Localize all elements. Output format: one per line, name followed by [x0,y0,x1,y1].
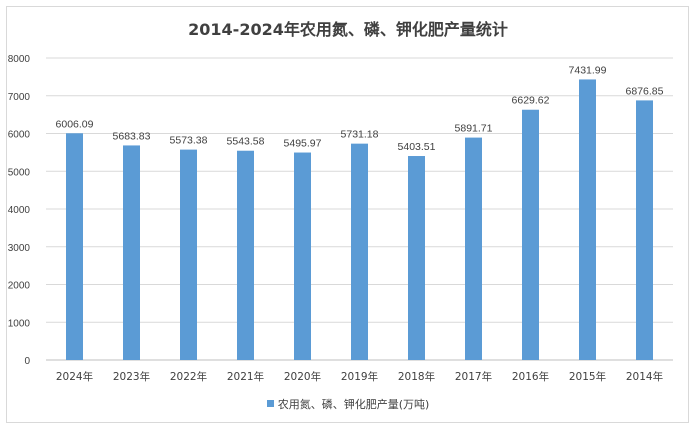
y-tick-label: 3000 [8,243,31,254]
y-tick-label: 8000 [8,54,31,65]
data-label: 5543.58 [227,136,265,148]
legend-swatch [266,400,274,407]
y-tick-label: 0 [24,356,30,367]
data-label: 5403.51 [398,141,436,153]
data-label: 5495.97 [284,138,322,150]
bar [636,100,653,360]
x-tick-label: 2014年 [626,370,663,383]
bar [522,109,539,360]
x-tick-label: 2016年 [512,370,549,383]
bar [465,137,482,360]
legend: 农用氮、磷、钾化肥产量(万吨) [0,396,696,412]
y-tick-label: 1000 [8,318,31,329]
chart-title: 2014-2024年农用氮、磷、钾化肥产量统计 [188,20,508,39]
data-label: 6629.62 [512,95,550,107]
x-tick-label: 2015年 [569,370,606,383]
bar [408,156,425,360]
data-label: 5683.83 [113,130,151,142]
x-tick-label: 2019年 [341,370,378,383]
chart-frame [6,6,689,423]
x-tick-label: 2023年 [113,370,150,383]
x-tick-label: 2017年 [455,370,492,383]
data-label: 5573.38 [170,135,208,147]
data-label: 6006.09 [56,118,94,130]
data-label: 5731.18 [341,129,379,141]
y-tick-label: 7000 [8,92,31,103]
bar [66,133,83,360]
data-label: 6876.85 [626,85,664,97]
bar [237,150,254,360]
bar [294,152,311,360]
x-tick-label: 2022年 [170,370,207,383]
bar [180,149,197,360]
x-tick-label: 2018年 [398,370,435,383]
bar [123,145,140,360]
legend-label: 农用氮、磷、钾化肥产量(万吨) [277,398,430,411]
data-label: 7431.99 [569,64,607,76]
x-tick-label: 2024年 [56,370,93,383]
y-tick-label: 5000 [8,167,31,178]
data-label: 5891.71 [455,123,493,135]
y-tick-label: 2000 [8,281,31,292]
x-tick-label: 2021年 [227,370,264,383]
y-tick-label: 4000 [8,205,31,216]
x-tick-label: 2020年 [284,370,321,383]
bar [579,79,596,360]
bar [351,143,368,360]
y-tick-label: 6000 [8,130,31,141]
